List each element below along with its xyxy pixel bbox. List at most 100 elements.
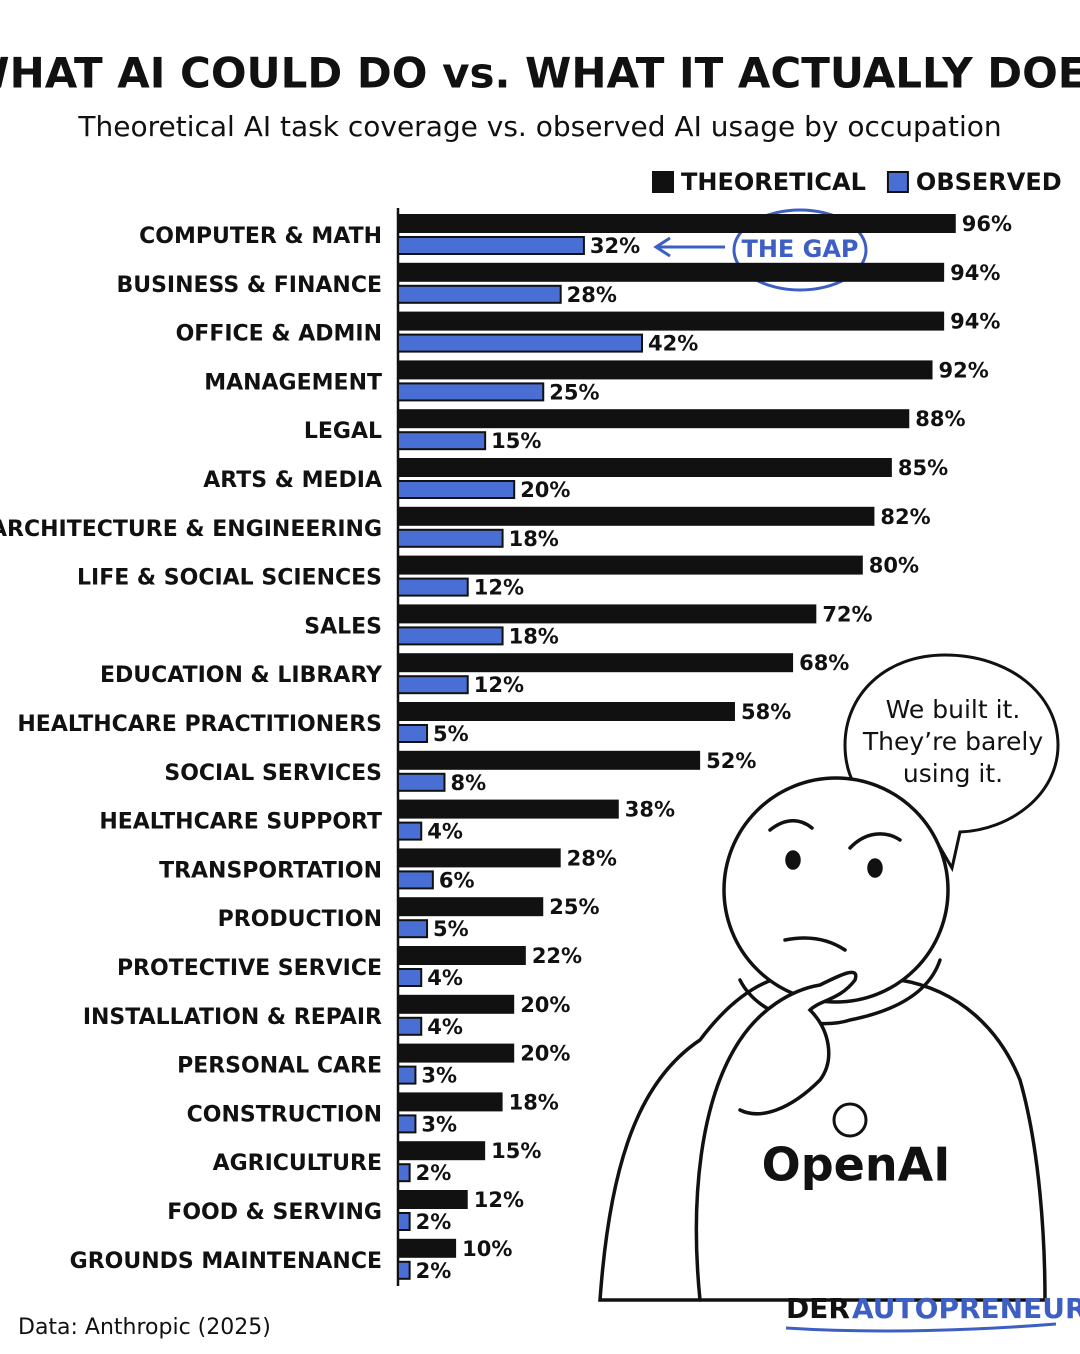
head [722,776,950,1004]
y-tick-label: AGRICULTURE [213,1151,382,1176]
value-label: 12% [474,1188,524,1212]
bar [398,750,701,770]
gap-circle [732,208,868,292]
y-tick-label: CONSTRUCTION [187,1102,382,1127]
value-label: 68% [799,651,849,675]
bar [398,702,735,721]
value-label: 96% [962,212,1012,236]
value-label: 94% [950,261,1000,285]
brand-underline [785,1322,1057,1333]
y-tick-label: COMPUTER & MATH [139,224,382,249]
bar [398,1141,486,1161]
y-tick-label: LIFE & SOCIAL SCIENCES [77,566,382,591]
bar [398,1043,515,1063]
gap-label: THE GAP [741,235,858,263]
value-label: 38% [625,798,675,822]
bar [398,1190,468,1209]
gap-arrow [653,236,725,258]
value-label: 2% [416,1161,452,1185]
value-label: 94% [950,310,1000,334]
y-tick-label: TRANSPORTATION [159,858,382,883]
y-tick-label: SALES [304,614,382,639]
bar [398,604,817,624]
value-label: 12% [474,576,524,600]
value-label: 20% [520,1042,570,1066]
bar [398,1238,457,1258]
bar [397,333,644,353]
value-label: 15% [491,1139,541,1163]
value-label: 25% [549,895,599,919]
bar [397,821,423,841]
value-label: 20% [520,478,570,502]
eye [867,858,883,878]
bar [397,1114,417,1134]
bar [398,506,875,526]
y-tick-label: LEGAL [304,419,382,444]
speech-text: We built it. [886,695,1021,724]
value-label: 18% [509,527,559,551]
brand-text: AUTOPRENEUR [852,1292,1080,1325]
value-label: 15% [491,429,541,453]
bar [398,360,933,380]
y-tick-label: EDUCATION & LIBRARY [100,663,383,688]
bar [397,968,423,987]
bar [398,409,910,429]
bar [398,262,945,282]
value-label: 42% [648,332,698,356]
value-label: 20% [520,993,570,1017]
legend-label: THEORETICAL [681,168,866,196]
bar [397,431,487,451]
value-label: 25% [549,380,599,404]
bar [398,799,619,819]
value-label: 58% [741,700,791,724]
bar [397,870,434,890]
bar [398,1092,503,1112]
y-tick-label: HEALTHCARE PRACTITIONERS [17,712,382,737]
y-tick-label: OFFICE & ADMIN [176,322,382,347]
bar [397,577,469,597]
value-label: 6% [439,868,475,892]
value-label: 32% [590,234,640,258]
speech-text: They’re barely [862,727,1044,756]
brow [768,819,814,832]
bar [397,480,516,499]
eye [785,850,801,870]
bar [397,236,585,255]
value-label: 8% [450,771,486,795]
value-label: 22% [532,944,582,968]
value-label: 18% [509,624,559,648]
speech-text: using it. [903,759,1003,788]
value-label: 28% [567,846,617,870]
bar [398,458,892,477]
value-label: 80% [869,554,919,578]
mouth [783,936,847,952]
bar [398,848,561,868]
bar [397,1065,417,1085]
bar [397,284,562,304]
bar [397,919,429,939]
y-tick-label: BUSINESS & FINANCE [116,273,382,298]
bar [397,1212,411,1231]
value-label: 3% [421,1112,457,1136]
y-tick-label: MANAGEMENT [204,370,382,395]
brand-text: DER [786,1292,850,1325]
value-label: 2% [416,1259,452,1283]
value-label: 5% [433,722,469,746]
y-tick-label: INSTALLATION & REPAIR [83,1005,382,1030]
bar [398,653,794,673]
bar [397,1163,411,1183]
y-tick-label: GROUNDS MAINTENANCE [70,1249,382,1274]
value-label: 2% [416,1210,452,1234]
value-label: 4% [427,820,463,844]
value-label: 18% [509,1090,559,1114]
hand [694,970,858,1302]
y-tick-label: PRODUCTION [218,907,382,932]
y-tick-label: ARTS & MEDIA [203,468,382,493]
value-label: 3% [421,1064,457,1088]
y-tick-label: PROTECTIVE SERVICE [117,956,382,981]
value-label: 88% [915,407,965,431]
chart-subtitle: Theoretical AI task coverage vs. observe… [77,110,1001,143]
y-tick-label: HEALTHCARE SUPPORT [99,810,382,835]
value-label: 5% [433,917,469,941]
